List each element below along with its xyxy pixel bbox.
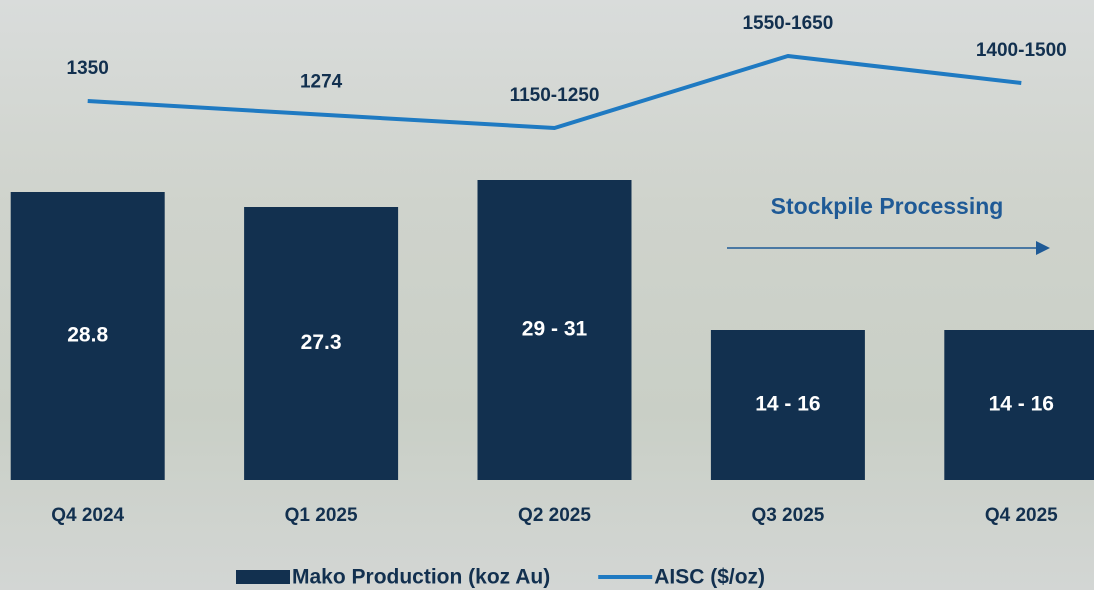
bar-value-label: 14 - 16 (989, 393, 1054, 416)
x-tick-label: Q2 2025 (518, 505, 591, 526)
line-value-label: 1400-1500 (976, 40, 1067, 61)
x-tick-label: Q4 2024 (51, 505, 124, 526)
bar-value-label: 14 - 16 (755, 393, 820, 416)
annotation: Stockpile Processing (771, 193, 1004, 219)
bar-value-label: 29 - 31 (522, 318, 588, 341)
x-tick-label: Q1 2025 (285, 505, 358, 526)
line-value-label: 1150-1250 (510, 85, 600, 106)
x-tick-label: Q4 2025 (985, 505, 1058, 526)
chart: Stockpile Processing Q4 2024 Q1 2025 Q2 20… (0, 0, 1094, 590)
bar-value-label: 28.8 (67, 324, 108, 347)
line-value-label: 1550-1650 (742, 13, 833, 34)
legend-label: AISC ($/oz) (654, 566, 765, 589)
line-value-label: 1274 (300, 72, 343, 93)
x-tick-label: Q3 2025 (751, 505, 824, 526)
bar-value-label: 27.3 (301, 331, 342, 354)
legend-swatch (236, 570, 290, 584)
legend-label: Mako Production (koz Au) (292, 566, 550, 589)
line-value-label: 1350 (67, 58, 109, 79)
